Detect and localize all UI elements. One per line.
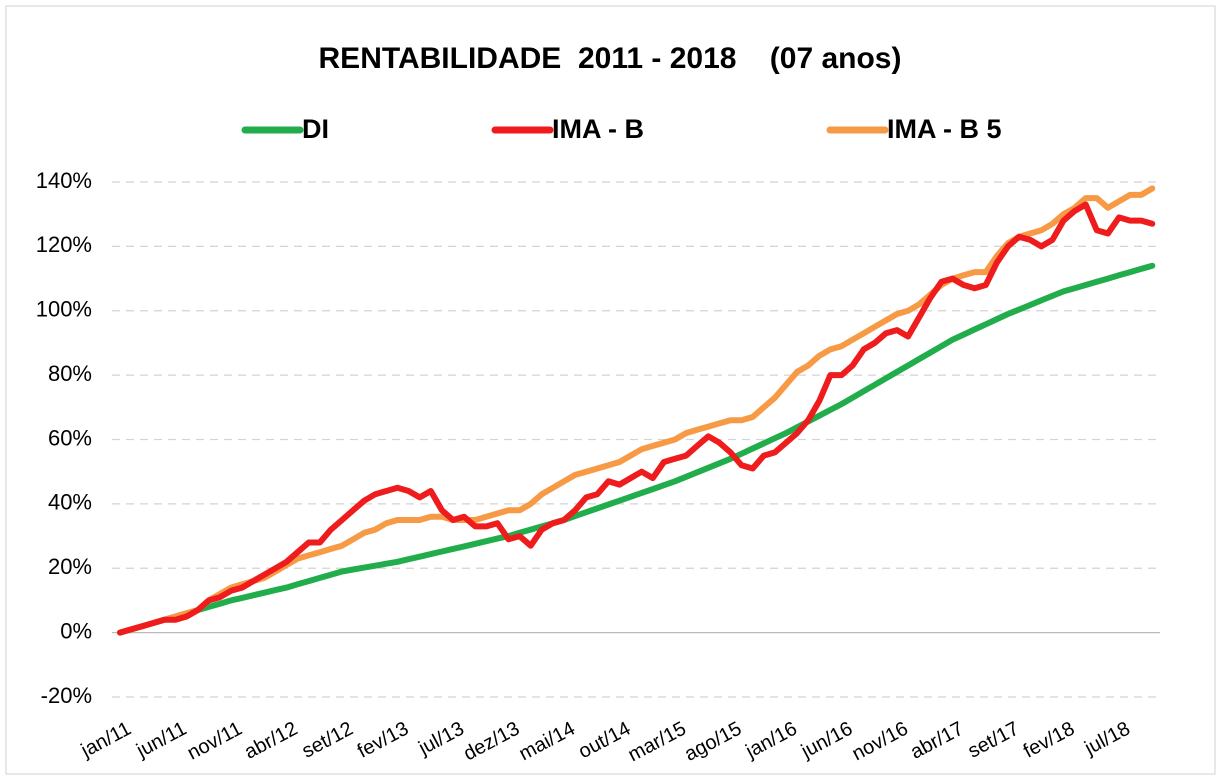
- chart-border: [5, 5, 1216, 775]
- series-line: [117, 185, 1156, 636]
- y-tick-label: -20%: [41, 683, 92, 708]
- legend-label: DI: [302, 114, 329, 144]
- legend-label: IMA - B 5: [887, 114, 1002, 144]
- y-tick-label: 60%: [48, 425, 92, 450]
- series-line: [117, 262, 1156, 636]
- y-tick-label: 20%: [48, 554, 92, 579]
- y-tick-label: 0%: [60, 618, 92, 643]
- series-line: [117, 201, 1156, 636]
- y-tick-label: 140%: [36, 168, 92, 193]
- y-tick-label: 80%: [48, 361, 92, 386]
- y-tick-label: 100%: [36, 297, 92, 322]
- chart-title: RENTABILIDADE 2011 - 2018 (07 anos): [319, 42, 902, 75]
- y-tick-label: 120%: [36, 232, 92, 257]
- legend-label: IMA - B: [552, 114, 644, 144]
- y-tick-label: 40%: [48, 490, 92, 515]
